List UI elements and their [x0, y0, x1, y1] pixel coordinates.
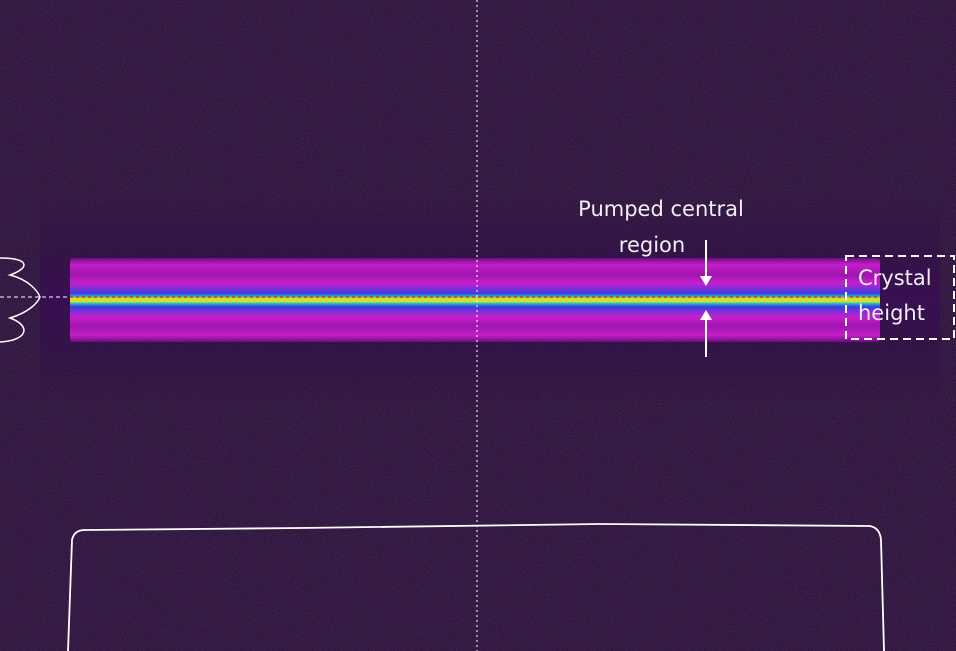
vertical-profile [0, 257, 41, 343]
annotation-text: height [858, 301, 925, 325]
annotation-text: Crystal [858, 266, 932, 290]
crystal-box [845, 255, 955, 340]
beam [70, 258, 880, 342]
arrow-head [700, 310, 712, 320]
annotation-text: region [619, 233, 685, 257]
horizontal-profile [67, 523, 885, 651]
arrow-head [700, 276, 712, 286]
annotation-text: Pumped central [578, 197, 744, 221]
